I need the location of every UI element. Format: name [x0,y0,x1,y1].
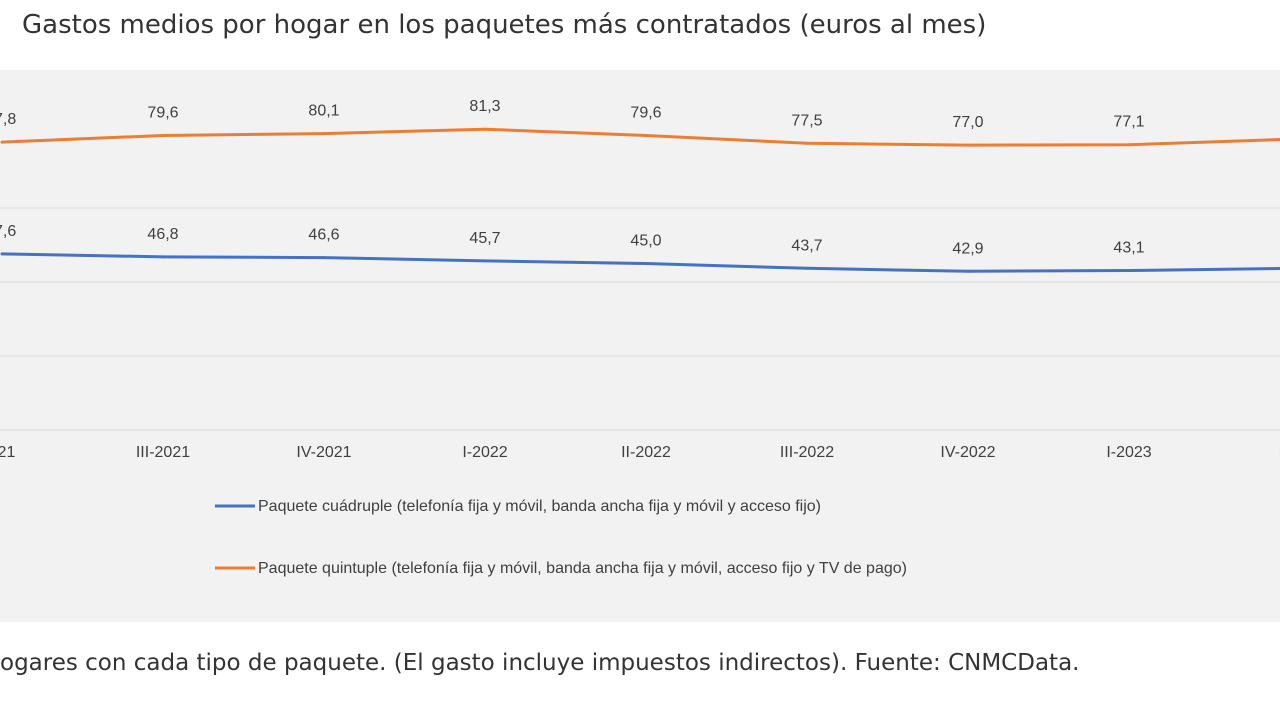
x-tick-label: IV-2022 [940,444,995,461]
chart-title: Gastos medios por hogar en los paquetes … [22,10,987,40]
legend-entry: Paquete quintuple (telefonía fija y móvi… [258,560,907,577]
x-tick-label: III-2022 [780,444,834,461]
data-label: 77,1 [1113,114,1144,131]
data-point [805,266,809,270]
data-point [1127,143,1131,147]
x-tick-label: I-2022 [462,444,507,461]
data-label: 43,1 [1113,240,1144,257]
chart-panel: 021 III-2021 IV-2021 I-2022 II-2022 III-2022 I… [0,70,1280,622]
data-label: 79,6 [630,104,661,121]
data-point [322,256,326,260]
data-point [0,252,4,256]
x-tick-label: II-2022 [621,444,671,461]
data-point [0,140,4,144]
data-label: 80,1 [308,103,339,120]
data-point [483,259,487,263]
data-point [805,141,809,145]
data-label: 77,0 [952,114,983,131]
series-line-0 [1,252,1280,273]
x-tick-label: I-2023 [1106,444,1151,461]
data-label: 46,6 [308,227,339,244]
x-tick-label: IV-2021 [296,444,351,461]
data-label: 77,5 [791,112,822,129]
chart-source-note: ogares con cada tipo de paquete. (El gas… [0,650,1080,676]
data-label: 7,6 [0,223,16,240]
x-tick-label: II-2 [1278,444,1280,461]
data-point [161,133,165,137]
series-line-1 [1,127,1280,147]
x-tick-label: III-2021 [136,444,190,461]
line-chart: 021 III-2021 IV-2021 I-2022 II-2022 III-2022 I… [0,98,1280,577]
data-point [966,269,970,273]
legend-entry: Paquete cuádruple (telefonía fija y móvi… [258,498,821,515]
data-label: 81,3 [469,98,500,115]
data-point [644,133,648,137]
data-label: 46,8 [147,226,178,243]
data-label: 7,8 [0,111,16,128]
data-point [483,127,487,131]
data-label: 45,0 [630,233,661,250]
data-label: 42,9 [952,240,983,257]
data-point [644,262,648,265]
data-label: 79,6 [147,104,178,121]
data-point [322,132,326,136]
data-point [966,143,970,147]
x-tick-label: 021 [0,444,15,461]
data-point [1127,269,1131,273]
data-label: 43,7 [791,237,822,254]
data-point [161,255,165,259]
data-label: 45,7 [469,230,500,247]
